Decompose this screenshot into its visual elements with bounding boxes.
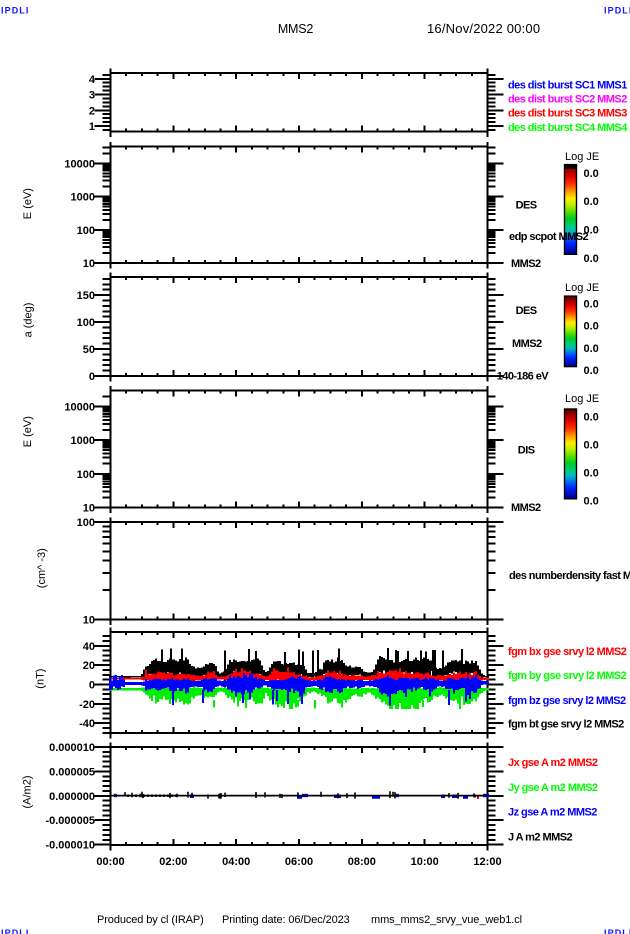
svg-text:J A m2 MMS2: J A m2 MMS2 xyxy=(508,832,572,844)
svg-text:0.0: 0.0 xyxy=(584,321,599,333)
svg-text:E (eV): E (eV) xyxy=(22,416,34,447)
svg-text:(A/m2): (A/m2) xyxy=(22,776,34,809)
svg-text:Jz gse A m2 MMS2: Jz gse A m2 MMS2 xyxy=(508,807,597,819)
svg-text:100: 100 xyxy=(77,469,95,481)
svg-text:1000: 1000 xyxy=(71,192,95,204)
svg-text:des dist burst SC4 MMS4: des dist burst SC4 MMS4 xyxy=(508,122,628,134)
svg-text:fgm by gse srvy l2 MMS2: fgm by gse srvy l2 MMS2 xyxy=(508,670,627,682)
svg-text:E (eV): E (eV) xyxy=(22,188,34,219)
svg-text:(nT): (nT) xyxy=(35,669,47,689)
svg-text:MMS2: MMS2 xyxy=(511,502,541,514)
svg-text:10: 10 xyxy=(83,503,95,515)
svg-text:fgm bx gse srvy l2 MMS2: fgm bx gse srvy l2 MMS2 xyxy=(508,646,627,658)
svg-text:IPDLI: IPDLI xyxy=(1,928,30,934)
svg-text:des dist burst SC1 MMS1: des dist burst SC1 MMS1 xyxy=(508,79,627,91)
svg-text:fgm bz gse srvy l2 MMS2: fgm bz gse srvy l2 MMS2 xyxy=(508,695,626,707)
svg-text:mms_mms2_srvy_vue_web1.cl: mms_mms2_srvy_vue_web1.cl xyxy=(371,914,522,926)
svg-text:0.0: 0.0 xyxy=(584,412,599,424)
svg-text:edp scpot MMS2: edp scpot MMS2 xyxy=(509,231,589,243)
svg-text:0.0: 0.0 xyxy=(584,365,599,377)
svg-text:0: 0 xyxy=(89,371,95,383)
svg-text:0.000000: 0.000000 xyxy=(49,791,95,803)
svg-text:1: 1 xyxy=(89,121,95,133)
svg-text:MMS2: MMS2 xyxy=(278,22,314,36)
svg-text:fgm bt gse srvy l2 MMS2: fgm bt gse srvy l2 MMS2 xyxy=(508,718,624,730)
svg-text:des dist burst SC3 MMS3: des dist burst SC3 MMS3 xyxy=(508,108,627,120)
svg-text:20: 20 xyxy=(83,660,95,672)
svg-text:0.0: 0.0 xyxy=(584,343,599,355)
svg-text:12:00: 12:00 xyxy=(473,856,501,868)
svg-text:2: 2 xyxy=(89,105,95,117)
svg-text:des dist burst SC2 MMS2: des dist burst SC2 MMS2 xyxy=(508,94,627,106)
svg-text:Log JE: Log JE xyxy=(565,151,599,163)
svg-text:06:00: 06:00 xyxy=(285,856,313,868)
svg-text:140-186 eV: 140-186 eV xyxy=(497,370,550,382)
svg-text:00:00: 00:00 xyxy=(96,856,124,868)
svg-text:0.0: 0.0 xyxy=(584,168,599,180)
svg-text:Printing date: 06/Dec/2023: Printing date: 06/Dec/2023 xyxy=(222,914,350,926)
svg-text:-40: -40 xyxy=(79,718,95,730)
svg-text:-20: -20 xyxy=(79,699,95,711)
svg-text:DIS: DIS xyxy=(518,444,535,456)
svg-text:Produced by cl (IRAP): Produced by cl (IRAP) xyxy=(97,914,204,926)
svg-text:0.000005: 0.000005 xyxy=(49,766,95,778)
svg-text:04:00: 04:00 xyxy=(222,856,250,868)
svg-text:150: 150 xyxy=(77,290,95,302)
svg-text:50: 50 xyxy=(83,344,95,356)
svg-text:3: 3 xyxy=(89,90,95,102)
svg-text:0.0: 0.0 xyxy=(584,225,599,237)
svg-text:10: 10 xyxy=(83,258,95,270)
svg-text:Log JE: Log JE xyxy=(565,393,599,405)
svg-text:MMS2: MMS2 xyxy=(511,258,541,270)
svg-text:0: 0 xyxy=(89,680,95,692)
svg-text:IPDLI: IPDLI xyxy=(604,6,630,16)
svg-text:1000: 1000 xyxy=(71,435,95,447)
svg-text:10000: 10000 xyxy=(64,401,95,413)
svg-text:16/Nov/2022 00:00: 16/Nov/2022 00:00 xyxy=(427,21,540,36)
svg-text:100: 100 xyxy=(77,317,95,329)
svg-text:10:00: 10:00 xyxy=(411,856,439,868)
svg-text:10000: 10000 xyxy=(64,158,95,170)
svg-text:IPDLI: IPDLI xyxy=(1,6,30,16)
svg-text:100: 100 xyxy=(77,517,95,529)
svg-text:100: 100 xyxy=(77,225,95,237)
svg-text:4: 4 xyxy=(89,74,96,86)
svg-text:0.0: 0.0 xyxy=(584,440,599,452)
svg-text:-0.000005: -0.000005 xyxy=(45,815,95,827)
svg-text:Log JE: Log JE xyxy=(565,282,599,294)
svg-text:Jy gse A m2 MMS2: Jy gse A m2 MMS2 xyxy=(508,782,598,794)
svg-text:02:00: 02:00 xyxy=(159,856,187,868)
svg-text:DES: DES xyxy=(516,200,537,212)
svg-text:DES: DES xyxy=(516,305,537,317)
svg-text:0.0: 0.0 xyxy=(584,298,599,310)
svg-text:Jx gse A m2 MMS2: Jx gse A m2 MMS2 xyxy=(508,757,598,769)
svg-text:a (deg): a (deg) xyxy=(23,303,35,338)
svg-text:0.0: 0.0 xyxy=(584,196,599,208)
svg-text:des numberdensity fast MMS2: des numberdensity fast MMS2 xyxy=(509,570,630,582)
svg-text:08:00: 08:00 xyxy=(348,856,376,868)
svg-text:IPDLI: IPDLI xyxy=(604,928,630,934)
svg-text:0.0: 0.0 xyxy=(584,496,599,508)
svg-text:10: 10 xyxy=(83,615,95,627)
svg-text:40: 40 xyxy=(83,641,95,653)
svg-text:MMS2: MMS2 xyxy=(512,338,542,350)
svg-text:0.000010: 0.000010 xyxy=(49,742,95,754)
svg-text:(cm^ -3): (cm^ -3) xyxy=(36,548,48,588)
svg-text:0.0: 0.0 xyxy=(584,468,599,480)
svg-text:0.0: 0.0 xyxy=(584,253,599,265)
svg-text:-0.000010: -0.000010 xyxy=(45,840,95,852)
